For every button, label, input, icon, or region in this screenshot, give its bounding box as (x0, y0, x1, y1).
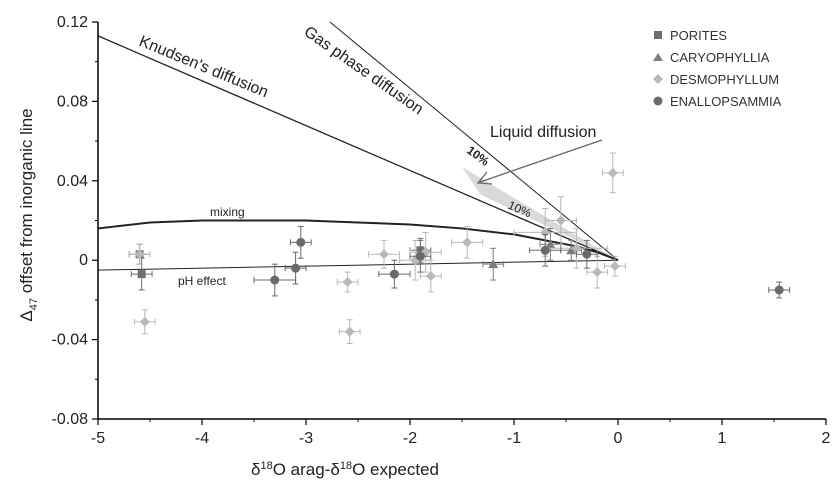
desmophyllum-point (592, 267, 603, 278)
y-tick-label: 0.04 (57, 173, 88, 190)
legend-label-caryophyllia: CARYOPHYLLIA (670, 50, 770, 65)
liquid-diffusion-arrowhead (476, 171, 493, 185)
enallopsammia-point (582, 249, 592, 259)
legend-marker-desmophyllum (653, 74, 663, 84)
caryophyllia-point (566, 245, 577, 255)
knudsen-diffusion-line (97, 35, 619, 261)
y-axis-title: Δ47 offset from inorganic line (17, 108, 40, 321)
enallopsammia-point (774, 285, 784, 295)
plot-area (97, 21, 619, 271)
desmophyllum-point (425, 271, 436, 282)
annotation-gas-phase: Gas phase diffusion (301, 23, 426, 118)
legend-label-enallopsammia: ENALLOPSAMMIA (670, 94, 782, 109)
legend-label-porites: PORITES (670, 28, 727, 43)
x-tick-label: -5 (91, 430, 105, 447)
desmophyllum-point (420, 247, 431, 258)
desmophyllum-point (609, 261, 620, 272)
y-tick-label: -0.08 (52, 411, 89, 428)
x-axis-title: δ18O arag-δ18O expected (251, 460, 439, 479)
liquid-diffusion-arrow (479, 139, 603, 183)
axes: -5 -4 -3 -2 -1 0 1 2 0.12 0.08 0.04 0 -0.04 -0.08 (52, 14, 831, 447)
desmophyllum-point (607, 167, 618, 178)
x-tick-label: -2 (403, 430, 417, 447)
ph-effect-line (97, 259, 619, 271)
x-tick-label: -1 (507, 430, 521, 447)
caryophyllia-point (545, 239, 556, 249)
y-tick-label: -0.04 (52, 332, 89, 349)
enallopsammia-point (270, 275, 280, 285)
legend-marker-enallopsammia (653, 96, 663, 106)
desmophyllum-point (342, 277, 353, 288)
x-tick-label: -3 (299, 430, 313, 447)
x-tick-label: 0 (614, 430, 623, 447)
desmophyllum-point (379, 249, 389, 260)
y-tick-label: 0 (79, 252, 88, 269)
liquid-diffusion-wedge (462, 166, 618, 261)
data-points (128, 152, 791, 345)
annotation-liquid-diffusion: Liquid diffusion (490, 124, 596, 141)
legend: PORITES CARYOPHYLLIA DESMOPHYLLUM ENALLO… (653, 28, 782, 109)
desmophyllum-point (134, 249, 145, 260)
x-tick-label: 1 (718, 430, 727, 447)
annotation-ph-effect: pH effect (178, 274, 226, 288)
desmophyllum-point (540, 227, 551, 238)
annotation-10pct-upper: 10% (464, 143, 492, 169)
mixing-curve (97, 219, 619, 262)
x-tick-label: 2 (822, 430, 831, 447)
enallopsammia-point (291, 263, 301, 273)
gas-phase-diffusion-line (329, 21, 619, 261)
annotation-mixing: mixing (210, 205, 245, 219)
enallopsammia-point (296, 237, 306, 247)
legend-marker-porites (654, 31, 662, 39)
y-tick-label: 0.12 (57, 14, 88, 31)
caryophyllia-point (488, 259, 499, 269)
legend-marker-caryophyllia (653, 53, 663, 61)
enallopsammia-point (389, 269, 399, 279)
x-tick-label: -4 (195, 430, 209, 447)
desmophyllum-point (555, 215, 566, 226)
enallopsammia-point (540, 245, 550, 255)
y-tick-label: 0.08 (57, 93, 88, 110)
desmophyllum-point (344, 326, 355, 337)
enallopsammia-point (415, 251, 425, 261)
legend-label-desmophyllum: DESMOPHYLLUM (670, 72, 779, 87)
desmophyllum-point (571, 243, 582, 254)
annotation-knudsen: Knudsen's diffusion (136, 33, 270, 101)
porites-point (137, 270, 146, 279)
desmophyllum-point (462, 237, 473, 248)
desmophyllum-point (139, 316, 150, 327)
